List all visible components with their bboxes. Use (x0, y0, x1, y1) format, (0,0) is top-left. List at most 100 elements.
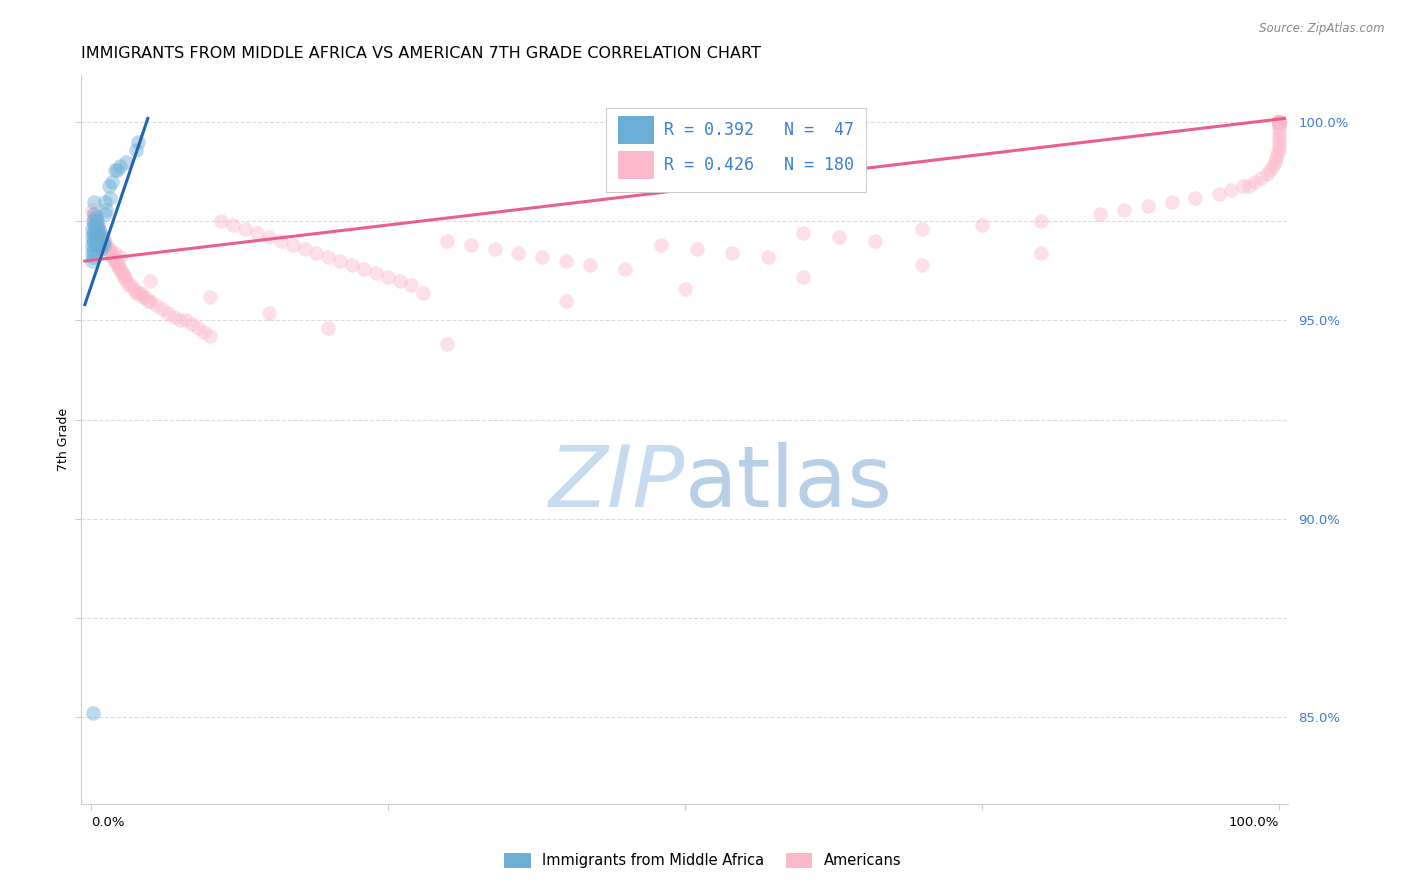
Point (1267, 115, 1289, 129)
Point (209, 214, 232, 228)
Point (107, 258, 129, 272)
Point (115, 274, 138, 288)
Point (294, 242, 316, 256)
Point (139, 274, 162, 288)
Point (1267, 115, 1289, 129)
Point (145, 298, 167, 312)
Point (329, 254, 352, 268)
Point (89, 227, 111, 241)
Point (1267, 115, 1289, 129)
Point (90, 230, 112, 244)
Point (97, 178, 120, 193)
Point (353, 262, 375, 277)
FancyBboxPatch shape (619, 152, 654, 179)
Point (970, 219, 993, 233)
Point (90, 242, 112, 256)
Point (134, 290, 156, 304)
Point (1267, 115, 1289, 129)
Point (792, 269, 814, 284)
Point (82, 214, 104, 228)
Point (83, 246, 105, 260)
Point (1267, 115, 1289, 129)
Y-axis label: 7th Grade: 7th Grade (58, 408, 70, 471)
Point (101, 175, 124, 189)
Point (673, 282, 696, 296)
Point (650, 238, 672, 252)
Point (1029, 246, 1052, 260)
Point (83, 234, 105, 248)
Point (125, 285, 148, 300)
Point (1267, 115, 1289, 129)
Point (87, 227, 110, 241)
Text: 0.0%: 0.0% (91, 815, 124, 829)
Point (105, 258, 128, 272)
Text: R = 0.426   N = 180: R = 0.426 N = 180 (664, 155, 855, 174)
Point (139, 293, 162, 308)
Point (87, 227, 110, 241)
Point (103, 254, 125, 268)
Point (1265, 151, 1288, 165)
Point (1267, 115, 1289, 129)
Point (96, 202, 118, 217)
Point (233, 222, 256, 236)
Point (105, 163, 128, 178)
Point (86, 234, 108, 248)
Point (132, 290, 155, 304)
Point (1267, 115, 1289, 129)
Point (1267, 143, 1289, 157)
Point (83, 219, 105, 233)
Text: ZIP: ZIP (548, 442, 685, 524)
Point (318, 250, 340, 264)
Point (1267, 115, 1289, 129)
Point (169, 313, 191, 327)
Text: R = 0.392   N =  47: R = 0.392 N = 47 (664, 120, 855, 138)
Point (1267, 115, 1289, 129)
Point (1267, 115, 1289, 129)
Point (1267, 115, 1289, 129)
Point (127, 135, 149, 149)
Point (1267, 120, 1289, 134)
Point (82, 227, 104, 241)
Point (87, 222, 110, 236)
Point (1261, 159, 1284, 173)
Point (1267, 115, 1289, 129)
Point (1267, 115, 1289, 129)
Point (87, 222, 110, 236)
Point (484, 242, 506, 256)
Point (1250, 170, 1272, 185)
Point (86, 227, 108, 241)
Point (828, 230, 851, 244)
Point (1267, 115, 1289, 129)
Point (1267, 115, 1289, 129)
Point (1267, 115, 1289, 129)
Point (198, 329, 221, 343)
Point (401, 277, 423, 292)
Point (87, 238, 110, 252)
Point (257, 305, 280, 319)
Point (120, 277, 142, 292)
Point (84, 211, 107, 225)
Point (91, 234, 114, 248)
Point (83, 211, 105, 225)
Point (554, 254, 576, 268)
Point (377, 269, 399, 284)
Point (80, 238, 103, 252)
Point (110, 250, 132, 264)
Point (91, 230, 114, 244)
Point (84, 222, 107, 236)
Point (82, 214, 104, 228)
Point (1267, 115, 1289, 129)
Point (318, 321, 340, 335)
Legend: Immigrants from Middle Africa, Americans: Immigrants from Middle Africa, Americans (499, 847, 907, 874)
Point (257, 230, 280, 244)
Point (80, 202, 103, 217)
Point (193, 326, 215, 340)
Point (80, 222, 103, 236)
Point (127, 285, 149, 300)
Point (1267, 115, 1289, 129)
Point (863, 234, 886, 248)
Point (1267, 115, 1289, 129)
Point (1264, 155, 1286, 169)
Point (136, 293, 159, 308)
Point (82, 206, 104, 220)
